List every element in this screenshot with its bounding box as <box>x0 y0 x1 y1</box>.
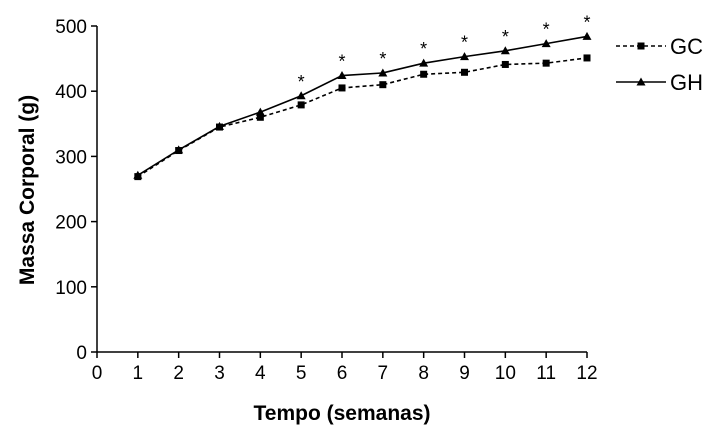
legend: GC GH <box>616 34 703 95</box>
x-tick-label: 6 <box>337 363 348 384</box>
data-point-gc <box>501 60 509 68</box>
series-gh <box>133 31 592 179</box>
legend-label: GC <box>670 34 703 59</box>
significance-star: * <box>502 27 509 47</box>
data-point-gh <box>215 121 224 130</box>
y-tick-label: 300 <box>55 147 87 168</box>
data-point-gh <box>378 68 388 77</box>
data-point-gc <box>256 113 264 121</box>
data-point-gh <box>133 170 143 179</box>
y-tick-label: 400 <box>55 82 87 103</box>
data-point-gc <box>297 101 305 109</box>
y-axis-title: Massa Corporal (g) <box>16 95 39 285</box>
series-layer <box>133 31 592 181</box>
y-tick-label: 100 <box>55 278 87 299</box>
data-point-gh <box>419 58 429 67</box>
x-tick-label: 4 <box>255 363 266 384</box>
data-point-gc <box>542 59 550 67</box>
series-line-gh <box>137 35 588 176</box>
data-point-gh <box>541 39 551 48</box>
legend-item-gh: GH <box>616 70 703 95</box>
data-point-gc <box>420 70 428 78</box>
significance-star: * <box>379 49 386 69</box>
data-point-gh <box>500 46 510 55</box>
legend-label: GH <box>670 70 703 95</box>
data-point-gh <box>582 31 592 40</box>
x-tick-label: 5 <box>296 363 307 384</box>
x-tick-label: 7 <box>378 363 389 384</box>
data-point-gc <box>379 81 387 89</box>
significance-star: * <box>338 52 345 72</box>
data-point-gc <box>338 84 346 92</box>
y-tick-label: 200 <box>55 213 87 234</box>
legend-item-gc: GC <box>616 34 703 59</box>
significance-star: * <box>543 20 550 40</box>
x-tick-label: 10 <box>495 363 516 384</box>
significance-star: * <box>298 72 305 92</box>
data-point-gh <box>460 52 469 61</box>
x-tick-label: 0 <box>92 363 103 384</box>
x-tick-label: 8 <box>418 363 429 384</box>
significance-star: * <box>583 12 590 32</box>
series-line-gc <box>137 57 588 178</box>
significance-layer: * * * * * * * * <box>298 12 591 91</box>
x-tick-label: 1 <box>133 363 144 384</box>
x-tick-label: 11 <box>536 363 556 384</box>
legend-marker <box>637 42 645 50</box>
significance-star: * <box>420 39 427 59</box>
series-gc <box>134 54 591 181</box>
legend-marker <box>636 77 646 86</box>
y-tick-label: 500 <box>55 17 87 38</box>
data-point-gh <box>337 71 347 80</box>
data-point-gh <box>296 91 306 100</box>
x-tick-label: 2 <box>173 363 184 384</box>
x-tick-label: 3 <box>214 363 225 384</box>
y-tick-label: 0 <box>76 343 87 364</box>
x-tick-label: 12 <box>576 363 597 384</box>
data-point-gc <box>461 68 468 76</box>
significance-star: * <box>461 33 468 53</box>
x-tick-label: 9 <box>459 363 470 384</box>
data-point-gc <box>583 54 591 62</box>
data-point-gh <box>174 145 184 154</box>
data-point-gh <box>255 107 265 116</box>
x-axis-title: Tempo (semanas) <box>254 402 431 425</box>
